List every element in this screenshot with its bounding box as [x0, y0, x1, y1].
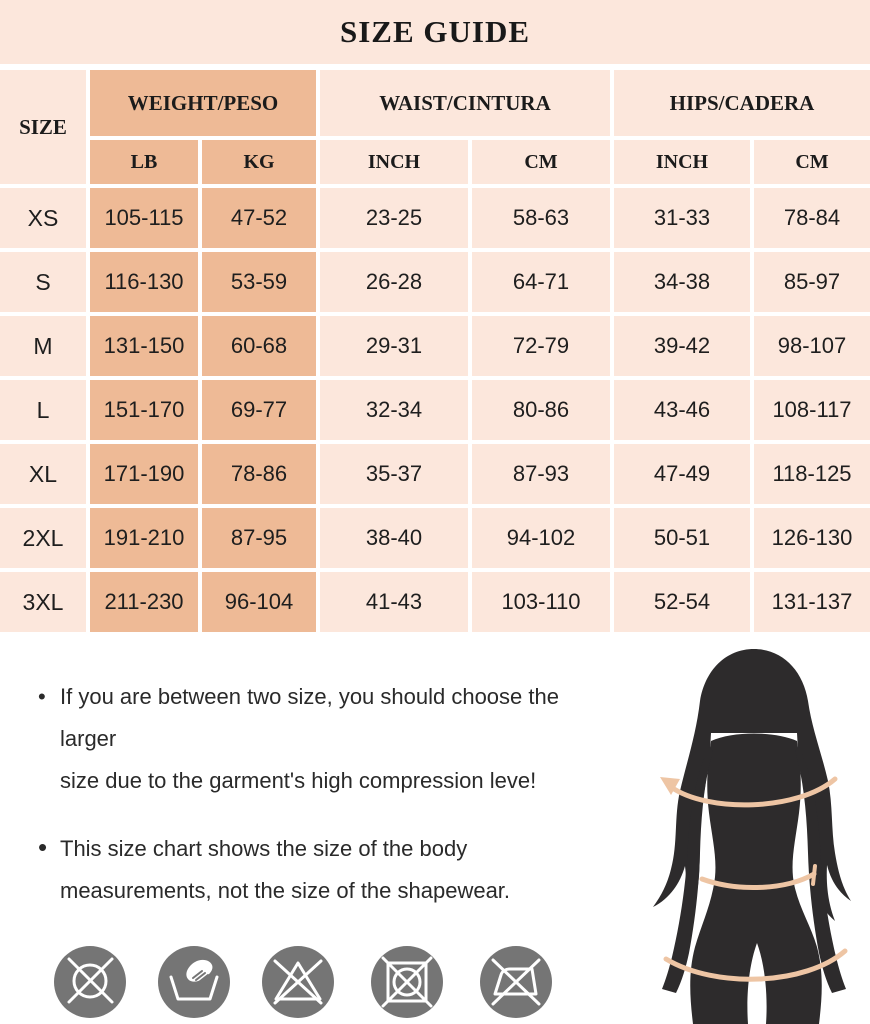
size-label: XL [0, 444, 86, 504]
table-cell: 116-130 [90, 252, 198, 312]
table-cell: 58-63 [472, 188, 610, 248]
size-label: S [0, 252, 86, 312]
column-header-waist-cm: CM [472, 140, 610, 184]
size-label: 3XL [0, 572, 86, 632]
table-cell: 78-84 [754, 188, 870, 248]
do-not-iron-icon [480, 946, 552, 1018]
note-line: size due to the garment's high compressi… [60, 768, 537, 793]
waist-measure-arc [699, 871, 817, 891]
hand-wash-icon [158, 946, 230, 1018]
table-cell: 108-117 [754, 380, 870, 440]
table-cell: 29-31 [320, 316, 468, 376]
table-cell: 103-110 [472, 572, 610, 632]
table-cell: 31-33 [614, 188, 750, 248]
table-cell: 131-150 [90, 316, 198, 376]
page-title: SIZE GUIDE [339, 14, 531, 49]
table-cell: 52-54 [614, 572, 750, 632]
table-cell: 85-97 [754, 252, 870, 312]
bust-measure-arc [668, 776, 838, 808]
title-band: SIZE GUIDE [0, 0, 870, 64]
care-item-do-not-iron: Do not iron [466, 946, 566, 1024]
care-item-do-not-bleach: Do not bleach [248, 946, 348, 1024]
notes-section: • If you are between two size, you shoul… [38, 676, 618, 912]
woman-silhouette-icon [653, 649, 851, 1024]
column-header-kg: KG [202, 140, 316, 184]
care-instructions: Do not dry clean Hand wash cokd [40, 946, 870, 1024]
table-cell: 191-210 [90, 508, 198, 568]
table-cell: 87-93 [472, 444, 610, 504]
table-cell: 60-68 [202, 316, 316, 376]
table-cell: 47-52 [202, 188, 316, 248]
table-cell: 39-42 [614, 316, 750, 376]
table-cell: 131-137 [754, 572, 870, 632]
table-cell: 47-49 [614, 444, 750, 504]
table-cell: 64-71 [472, 252, 610, 312]
do-not-tumble-dry-icon [371, 946, 443, 1018]
column-group-hips: HIPS/CADERA [614, 70, 870, 136]
care-item-hand-wash: Hand wash cokd [144, 946, 244, 1024]
size-label: XS [0, 188, 86, 248]
table-cell: 50-51 [614, 508, 750, 568]
do-not-bleach-icon [262, 946, 334, 1018]
column-header-size: SIZE [0, 70, 86, 184]
table-cell: 151-170 [90, 380, 198, 440]
bullet-dot: • [38, 832, 48, 862]
table-cell: 53-59 [202, 252, 316, 312]
table-cell: 118-125 [754, 444, 870, 504]
table-cell: 87-95 [202, 508, 316, 568]
table-cell: 35-37 [320, 444, 468, 504]
table-cell: 94-102 [472, 508, 610, 568]
column-group-weight: WEIGHT/PESO [90, 70, 316, 136]
column-header-waist-inch: INCH [320, 140, 468, 184]
column-header-lb: LB [90, 140, 198, 184]
table-cell: 211-230 [90, 572, 198, 632]
size-label: L [0, 380, 86, 440]
note-line: If you are between two size, you should … [60, 684, 559, 751]
table-cell: 98-107 [754, 316, 870, 376]
size-chart-table: SIZE WEIGHT/PESO WAIST/CINTURA HIPS/CADE… [0, 70, 870, 632]
note-line: measurements, not the size of the shapew… [60, 878, 511, 903]
column-header-hips-cm: CM [754, 140, 870, 184]
arc-arrowhead [660, 777, 680, 795]
table-cell: 72-79 [472, 316, 610, 376]
body-measurement-figure [638, 645, 870, 1024]
table-cell: 43-46 [614, 380, 750, 440]
table-cell: 69-77 [202, 380, 316, 440]
table-cell: 105-115 [90, 188, 198, 248]
table-cell: 38-40 [320, 508, 468, 568]
care-item-do-not-dry-clean: Do not dry clean [40, 946, 140, 1024]
table-cell: 23-25 [320, 188, 468, 248]
table-cell: 80-86 [472, 380, 610, 440]
table-cell: 126-130 [754, 508, 870, 568]
table-cell: 34-38 [614, 252, 750, 312]
do-not-dry-clean-icon [54, 946, 126, 1018]
table-cell: 78-86 [202, 444, 316, 504]
note-line: This size chart shows the size of the bo… [60, 836, 468, 861]
column-group-waist: WAIST/CINTURA [320, 70, 610, 136]
size-label: M [0, 316, 86, 376]
table-cell: 32-34 [320, 380, 468, 440]
bullet-dot: • [38, 684, 46, 709]
note-body-measurements: • This size chart shows the size of the … [38, 828, 618, 912]
care-item-do-not-tumble-dry: Do not tumble dry [352, 946, 462, 1024]
size-label: 2XL [0, 508, 86, 568]
hip-measure-arc [663, 948, 848, 982]
table-cell: 171-190 [90, 444, 198, 504]
table-cell: 96-104 [202, 572, 316, 632]
table-cell: 41-43 [320, 572, 468, 632]
table-cell: 26-28 [320, 252, 468, 312]
column-header-hips-inch: INCH [614, 140, 750, 184]
note-between-sizes: • If you are between two size, you shoul… [38, 676, 618, 802]
